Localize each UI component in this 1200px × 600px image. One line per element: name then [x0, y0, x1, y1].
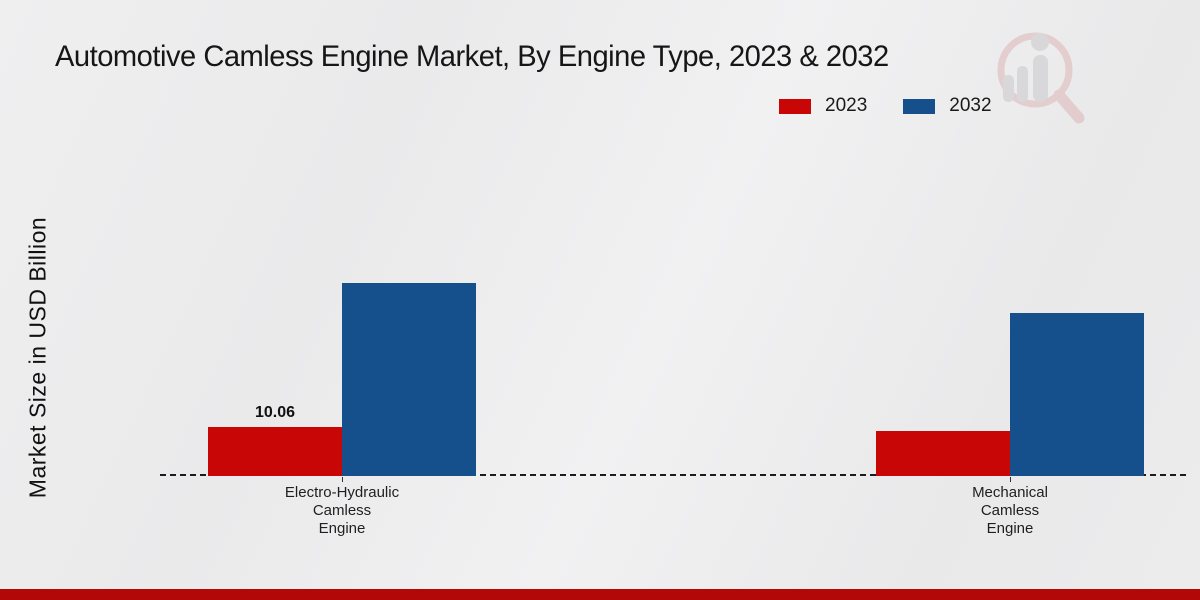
legend: 2023 2032	[779, 95, 992, 117]
bar-group-mechanical	[876, 313, 1144, 476]
x-tick-electro-hydraulic	[342, 477, 343, 482]
legend-swatch-2023	[779, 98, 811, 114]
legend-swatch-2032	[903, 98, 936, 114]
legend-label-2023: 2023	[825, 95, 868, 116]
bar-2032-electro-hydraulic	[342, 283, 476, 476]
magnifier-logo-watermark	[997, 32, 1085, 124]
bar-value-label: 10.06	[254, 404, 296, 421]
bar-2023-mechanical	[876, 431, 1010, 476]
bar-2023-electro-hydraulic	[208, 427, 342, 476]
footer-accent-bar	[0, 589, 1200, 600]
chart-title: Automotive Camless Engine Market, By Eng…	[55, 40, 889, 73]
legend-item-2023: 2023	[779, 95, 867, 117]
y-axis-label: Market Size in USD Billion	[24, 216, 51, 499]
x-tick-mechanical	[1010, 477, 1011, 482]
bar-2032-mechanical	[1010, 313, 1144, 476]
category-label-mechanical: Mechanical Camless Engine	[972, 484, 1048, 537]
category-label-electro-hydraulic: Electro-Hydraulic Camless Engine	[284, 484, 400, 537]
legend-item-2032: 2032	[903, 95, 992, 117]
x-axis-baseline	[160, 474, 1186, 476]
bar-group-electro-hydraulic	[208, 283, 476, 476]
legend-label-2032: 2032	[949, 95, 992, 116]
